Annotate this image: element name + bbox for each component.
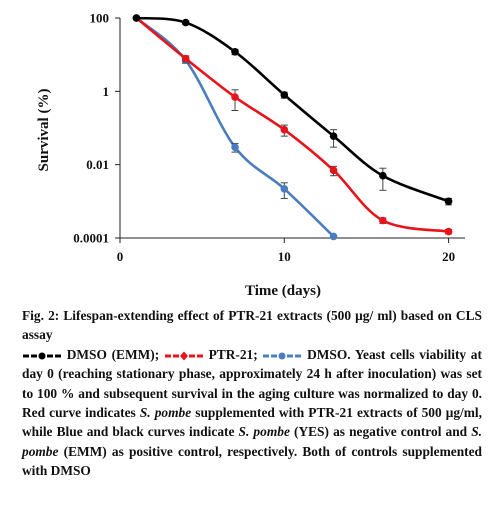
series-line (136, 16, 450, 203)
x-tick-label: 10 (278, 249, 291, 264)
data-point (280, 91, 289, 99)
series-ptr-21 (132, 14, 453, 236)
caption-text-3: (YES) as negative control and (294, 424, 468, 440)
data-point (231, 93, 239, 101)
legend-ptr21: PTR-21; (208, 346, 258, 362)
data-point (329, 232, 338, 241)
caption-text-2: supplemented with PTR-21 extracts of 500… (22, 405, 482, 440)
caption-species-2: S. pombe (238, 424, 290, 440)
legend-line-red-icon (164, 351, 203, 361)
legend-dmso-emm: DMSO (EMM); (66, 346, 160, 362)
data-point (379, 216, 387, 225)
legend-line-black-icon (23, 352, 61, 360)
data-point (181, 18, 190, 27)
data-point (181, 54, 190, 63)
legend-line-blue-icon (263, 352, 302, 360)
series-dmso-emm- (132, 14, 453, 206)
caption-text-1: Yeast cells viability at day 0 (reaching… (22, 346, 482, 421)
chart-axes: 0.0001 0.01 1 100 0 10 20 (73, 11, 465, 264)
caption-title: Fig. 2: Lifespan-extending effect of PTR… (22, 308, 482, 343)
x-tick-label: 20 (442, 249, 455, 264)
data-point (329, 166, 338, 175)
x-axis-label: Time (days) (245, 283, 321, 299)
data-point (231, 47, 239, 56)
caption-body: DMSO (EMM); PTR-21; DMSO. Yeast cells vi… (22, 345, 482, 481)
caption-species-3: S. pombe (22, 424, 483, 459)
caption-species-1: S. pombe (139, 405, 192, 421)
caption-text-4: (EMM) as positive control, respectively.… (22, 443, 482, 479)
y-tick-label: 100 (90, 11, 110, 26)
data-point (444, 197, 453, 206)
data-point (231, 143, 239, 151)
data-point (280, 184, 289, 193)
y-tick-label: 1 (103, 84, 110, 99)
data-point (329, 132, 338, 140)
data-point (379, 171, 387, 180)
series-line (135, 16, 449, 233)
chart-series (132, 14, 453, 241)
figure-caption: Fig. 2: Lifespan-extending effect of PTR… (22, 306, 482, 481)
x-tick-label: 0 (117, 249, 124, 264)
data-point (132, 14, 141, 22)
y-tick-label: 0.0001 (73, 231, 109, 246)
data-point (280, 125, 289, 134)
lifespan-chart: 0.0001 0.01 1 100 0 10 20 Survival (%) Time (d… (36, 11, 465, 299)
legend-dmso-yes: DMSO. (307, 346, 351, 362)
data-point (444, 227, 453, 236)
y-axis-label: Survival (%) (36, 89, 52, 172)
y-tick-label: 0.01 (86, 157, 109, 172)
